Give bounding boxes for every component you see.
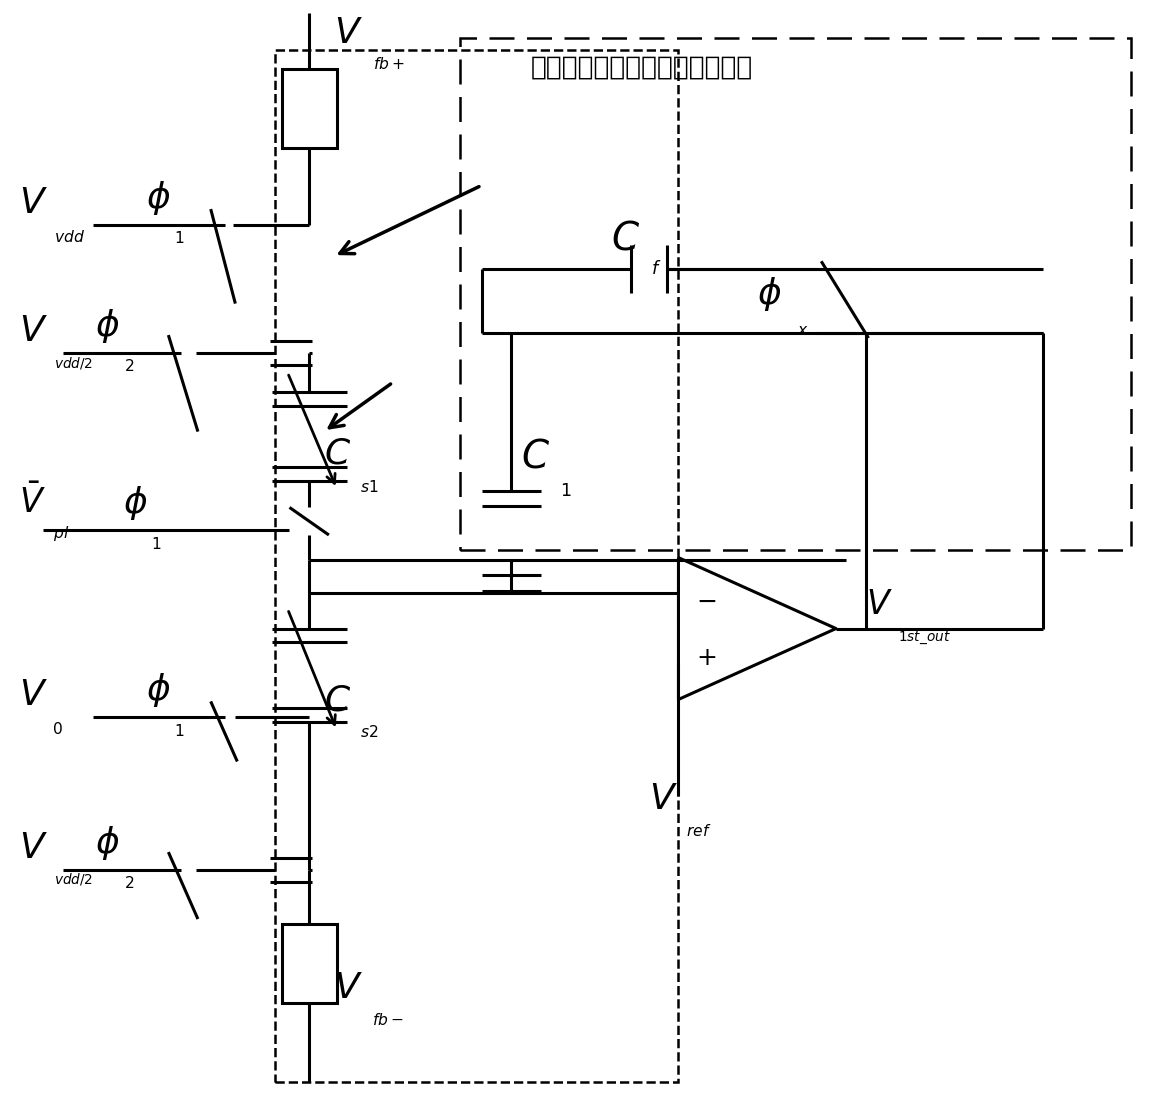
Text: $V$: $V$: [334, 16, 362, 49]
Text: $\phi$: $\phi$: [95, 307, 119, 345]
Text: $V$: $V$: [334, 970, 362, 1005]
Text: $_{s2}$: $_{s2}$: [360, 720, 379, 740]
Text: $-$: $-$: [696, 589, 716, 613]
Text: $\phi$: $\phi$: [757, 275, 782, 313]
Text: $V$: $V$: [19, 679, 47, 712]
Bar: [460, 38, 1131, 550]
Text: $_1$: $_1$: [174, 227, 184, 246]
Text: $_{pl}$: $_{pl}$: [53, 524, 69, 543]
Text: $_1$: $_1$: [174, 719, 184, 739]
Bar: [281, 923, 337, 1003]
Text: $+$: $+$: [696, 646, 716, 670]
Text: $_{ref}$: $_{ref}$: [687, 819, 712, 840]
Text: $_{fb-}$: $_{fb-}$: [372, 1008, 404, 1029]
Text: $_{vdd}$: $_{vdd}$: [54, 225, 86, 245]
Text: $\phi$: $\phi$: [123, 484, 147, 522]
Text: 片外电阻、电容和电容式传感器: 片外电阻、电容和电容式传感器: [530, 55, 753, 80]
Text: $\phi$: $\phi$: [95, 824, 119, 862]
Text: $_f$: $_f$: [651, 253, 661, 277]
Text: $_1$: $_1$: [560, 474, 572, 499]
Text: $V$: $V$: [648, 781, 677, 816]
Text: $C$: $C$: [324, 437, 351, 471]
Bar: [274, 49, 679, 1081]
Text: $_x$: $_x$: [797, 318, 808, 338]
Text: $V$: $V$: [865, 588, 893, 620]
Text: $\phi$: $\phi$: [146, 671, 171, 709]
Text: $C$: $C$: [521, 438, 550, 476]
Text: $_{vdd/2}$: $_{vdd/2}$: [54, 353, 93, 372]
Text: $_2$: $_2$: [124, 871, 134, 891]
Text: $_2$: $_2$: [124, 354, 134, 375]
Text: $V$: $V$: [19, 831, 47, 865]
Text: $\phi$: $\phi$: [146, 179, 171, 217]
Text: $V$: $V$: [19, 314, 47, 348]
Text: $\bar{V}$: $\bar{V}$: [19, 484, 45, 520]
Text: $_1$: $_1$: [152, 532, 162, 552]
Bar: [281, 69, 337, 148]
Text: $V$: $V$: [19, 186, 47, 220]
Text: $_{s1}$: $_{s1}$: [360, 475, 379, 494]
Text: $_0$: $_0$: [52, 717, 64, 737]
Text: $_{fb+}$: $_{fb+}$: [373, 53, 405, 73]
Text: $C$: $C$: [611, 219, 640, 257]
Text: $_{1st\_out}$: $_{1st\_out}$: [899, 627, 951, 646]
Text: $C$: $C$: [324, 683, 351, 717]
Text: $_{vdd/2}$: $_{vdd/2}$: [54, 871, 93, 890]
